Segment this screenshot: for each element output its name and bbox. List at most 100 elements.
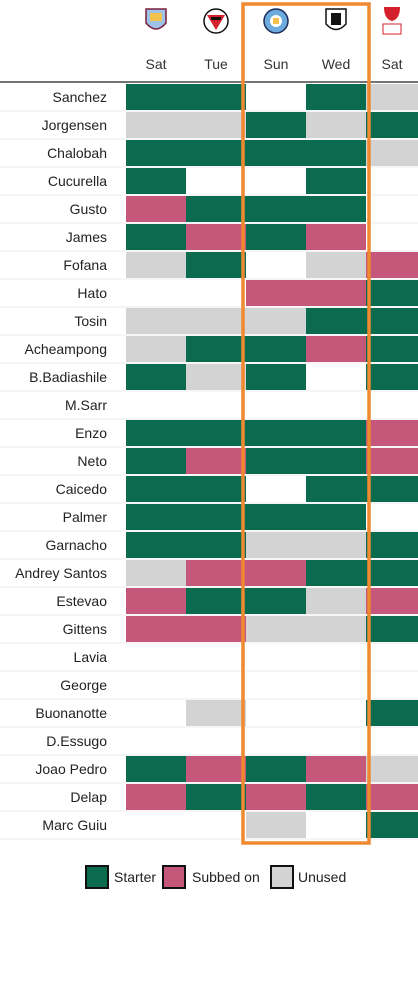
fa-cup-logo-icon bbox=[382, 7, 402, 35]
player-name: Tosin bbox=[74, 313, 107, 329]
usage-cell-subbed-on bbox=[186, 560, 246, 586]
player-name: Fofana bbox=[63, 257, 107, 273]
usage-cell-subbed-on bbox=[126, 588, 186, 614]
usage-cell-starter bbox=[306, 476, 366, 502]
usage-cell-subbed-on bbox=[186, 756, 246, 782]
usage-cell-none bbox=[126, 280, 186, 306]
fixture-day-label: Wed bbox=[322, 56, 351, 72]
usage-cell-starter bbox=[186, 420, 246, 446]
usage-cell-unused bbox=[366, 756, 418, 782]
usage-cell-starter bbox=[306, 784, 366, 810]
usage-cell-none bbox=[366, 168, 418, 194]
usage-cell-none bbox=[306, 728, 366, 754]
usage-cell-none bbox=[186, 644, 246, 670]
usage-cell-starter bbox=[306, 196, 366, 222]
usage-cell-none bbox=[126, 644, 186, 670]
usage-cell-none bbox=[306, 672, 366, 698]
usage-cell-starter bbox=[306, 504, 366, 530]
usage-cell-starter bbox=[366, 308, 418, 334]
usage-cell-starter bbox=[126, 756, 186, 782]
usage-cell-subbed-on bbox=[246, 280, 306, 306]
usage-cell-starter bbox=[246, 336, 306, 362]
usage-cell-subbed-on bbox=[306, 280, 366, 306]
usage-cell-starter bbox=[246, 224, 306, 250]
usage-cell-none bbox=[186, 392, 246, 418]
player-name: Neto bbox=[77, 453, 107, 469]
legend-swatch-starter bbox=[85, 865, 109, 889]
player-name: Joao Pedro bbox=[35, 761, 107, 777]
player-name: George bbox=[60, 677, 107, 693]
usage-cell-none bbox=[306, 364, 366, 390]
usage-cell-starter bbox=[186, 476, 246, 502]
usage-cell-starter bbox=[186, 84, 246, 110]
usage-cell-starter bbox=[126, 532, 186, 558]
usage-cell-none bbox=[246, 476, 306, 502]
player-names: Sanchez Jorgensen Chalobah Cucurella Gusto Ja… bbox=[15, 89, 107, 833]
player-name: M.Sarr bbox=[65, 397, 107, 413]
usage-cell-subbed-on bbox=[186, 224, 246, 250]
usage-cell-subbed-on bbox=[186, 616, 246, 642]
usage-cell-starter bbox=[246, 364, 306, 390]
usage-cell-starter bbox=[366, 280, 418, 306]
usage-cell-none bbox=[366, 728, 418, 754]
player-name: Cucurella bbox=[48, 173, 107, 189]
usage-cell-none bbox=[186, 672, 246, 698]
usage-cell-starter bbox=[126, 476, 186, 502]
usage-cell-starter bbox=[366, 364, 418, 390]
player-name: Caicedo bbox=[56, 481, 108, 497]
legend-label: Subbed on bbox=[192, 869, 260, 885]
player-name: Chalobah bbox=[47, 145, 107, 161]
usage-cell-starter bbox=[366, 616, 418, 642]
legend-label: Starter bbox=[114, 869, 156, 885]
usage-cell-unused bbox=[126, 252, 186, 278]
usage-cell-none bbox=[306, 392, 366, 418]
usage-cell-none bbox=[186, 168, 246, 194]
usage-cell-starter bbox=[186, 196, 246, 222]
usage-cell-none bbox=[306, 812, 366, 838]
usage-cell-subbed-on bbox=[366, 588, 418, 614]
usage-cell-none bbox=[246, 392, 306, 418]
player-name: Sanchez bbox=[53, 89, 107, 105]
usage-cell-starter bbox=[246, 504, 306, 530]
usage-cell-none bbox=[126, 672, 186, 698]
usage-cell-starter bbox=[246, 112, 306, 138]
usage-cell-none bbox=[126, 728, 186, 754]
player-name: Andrey Santos bbox=[15, 565, 107, 581]
legend-swatch-unused bbox=[270, 865, 294, 889]
usage-cell-starter bbox=[366, 532, 418, 558]
usage-cell-subbed-on bbox=[246, 784, 306, 810]
usage-cell-unused bbox=[306, 616, 366, 642]
usage-cell-subbed-on bbox=[366, 252, 418, 278]
legend: Starter Subbed on Unused bbox=[85, 865, 346, 889]
usage-cell-subbed-on bbox=[366, 784, 418, 810]
highlight-box bbox=[241, 2, 371, 845]
player-name: Marc Guiu bbox=[42, 817, 107, 833]
usage-cell-starter bbox=[306, 560, 366, 586]
usage-cell-none bbox=[246, 252, 306, 278]
usage-cell-starter bbox=[126, 84, 186, 110]
player-name: B.Badiashile bbox=[29, 369, 107, 385]
usage-cell-unused bbox=[246, 308, 306, 334]
legend-swatch-subbed-on bbox=[162, 865, 186, 889]
usage-cell-none bbox=[126, 392, 186, 418]
usage-cell-unused bbox=[246, 812, 306, 838]
player-name: Jorgensen bbox=[42, 117, 107, 133]
usage-cell-subbed-on bbox=[366, 448, 418, 474]
usage-cell-subbed-on bbox=[126, 784, 186, 810]
usage-cell-starter bbox=[246, 756, 306, 782]
usage-cell-none bbox=[306, 644, 366, 670]
aston-villa-crest-icon bbox=[145, 8, 167, 30]
fixture-day-label: Sat bbox=[145, 56, 166, 72]
player-name: Garnacho bbox=[46, 537, 108, 553]
usage-cell-starter bbox=[246, 588, 306, 614]
usage-cell-none bbox=[186, 728, 246, 754]
usage-cell-subbed-on bbox=[186, 448, 246, 474]
usage-cell-starter bbox=[186, 588, 246, 614]
usage-cell-none bbox=[246, 700, 306, 726]
usage-cell-none bbox=[186, 280, 246, 306]
usage-cell-starter bbox=[126, 504, 186, 530]
fixture-day-label: Sat bbox=[381, 56, 402, 72]
player-name: James bbox=[66, 229, 107, 245]
usage-cell-unused bbox=[126, 112, 186, 138]
usage-cell-starter bbox=[306, 84, 366, 110]
